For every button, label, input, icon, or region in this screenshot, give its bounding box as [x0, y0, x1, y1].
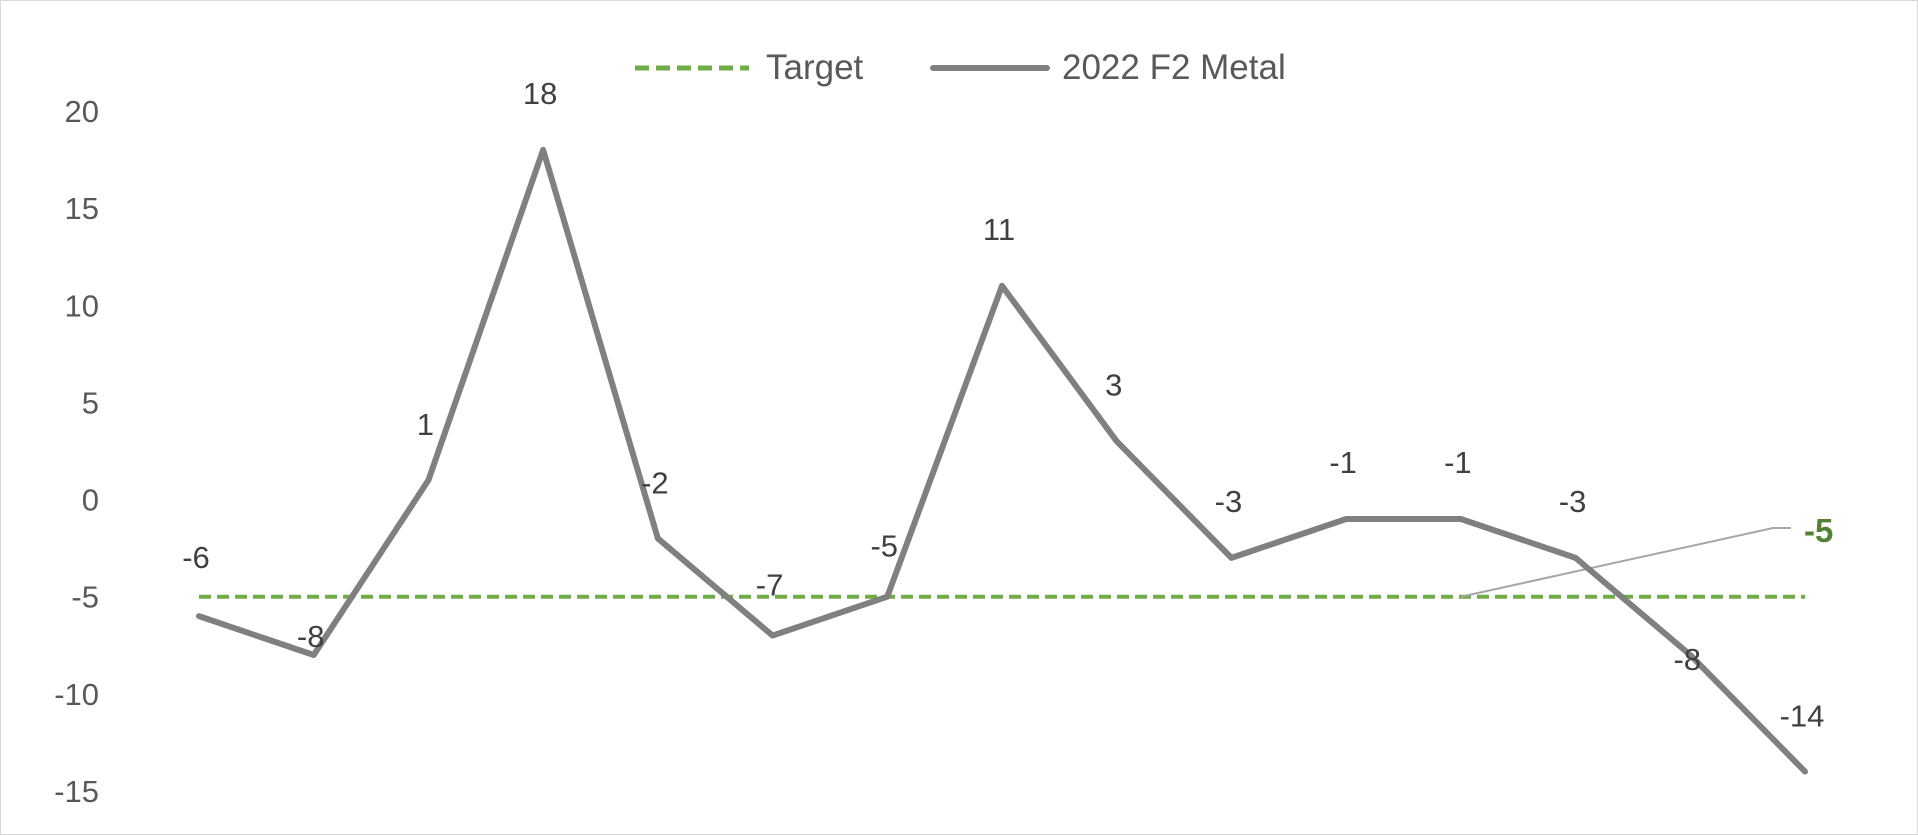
y-axis: 20 15 10 5 0 -5 -10 -15: [54, 94, 99, 809]
data-labels: -6 -8 1 18 -2 -7 -5 11 3 -3 -1 -1 -3 -8 -14: [182, 76, 1824, 734]
target-callout-leader-group: -5: [1460, 512, 1833, 598]
data-label: -8: [297, 619, 325, 654]
data-label: -14: [1780, 699, 1825, 734]
data-label: -5: [870, 529, 898, 564]
data-label: 3: [1105, 367, 1122, 402]
data-label: 18: [523, 76, 557, 111]
data-label: -7: [756, 568, 784, 603]
data-label: -1: [1444, 445, 1472, 480]
metal-series: [196, 146, 1808, 775]
data-label: 1: [417, 407, 434, 442]
y-tick-label: 10: [65, 288, 99, 323]
data-label: -6: [182, 540, 210, 575]
y-tick-label: -15: [54, 774, 99, 809]
data-label: -2: [641, 465, 669, 500]
y-tick-label: -10: [54, 677, 99, 712]
y-tick-label: 15: [65, 191, 99, 226]
data-label: -8: [1673, 642, 1701, 677]
y-tick-label: 20: [65, 94, 99, 129]
legend-label-metal: 2022 F2 Metal: [1062, 48, 1286, 87]
data-label: -1: [1329, 445, 1357, 480]
y-tick-label: -5: [71, 580, 99, 615]
target-callout-leader: [1460, 527, 1791, 598]
y-tick-label: 5: [82, 385, 99, 420]
data-label: -3: [1559, 484, 1587, 519]
target-callout-label: -5: [1804, 512, 1833, 549]
data-label: -3: [1215, 484, 1243, 519]
data-label: 11: [983, 212, 1015, 247]
metal-line: [196, 146, 1808, 775]
legend-label-target: Target: [766, 48, 864, 87]
legend: Target 2022 F2 Metal: [635, 48, 1286, 87]
y-tick-label: 0: [82, 483, 99, 518]
